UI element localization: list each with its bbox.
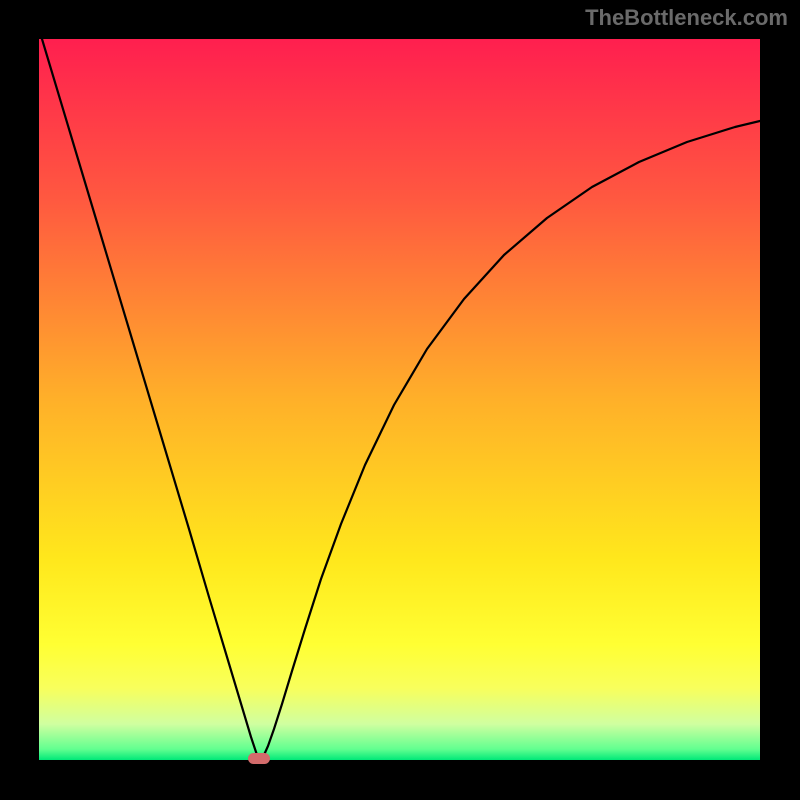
plot-area (39, 39, 760, 760)
minimum-marker (248, 753, 270, 764)
watermark-text: TheBottleneck.com (585, 5, 788, 31)
bottleneck-curve (39, 39, 760, 760)
chart-container: TheBottleneck.com (0, 0, 800, 800)
